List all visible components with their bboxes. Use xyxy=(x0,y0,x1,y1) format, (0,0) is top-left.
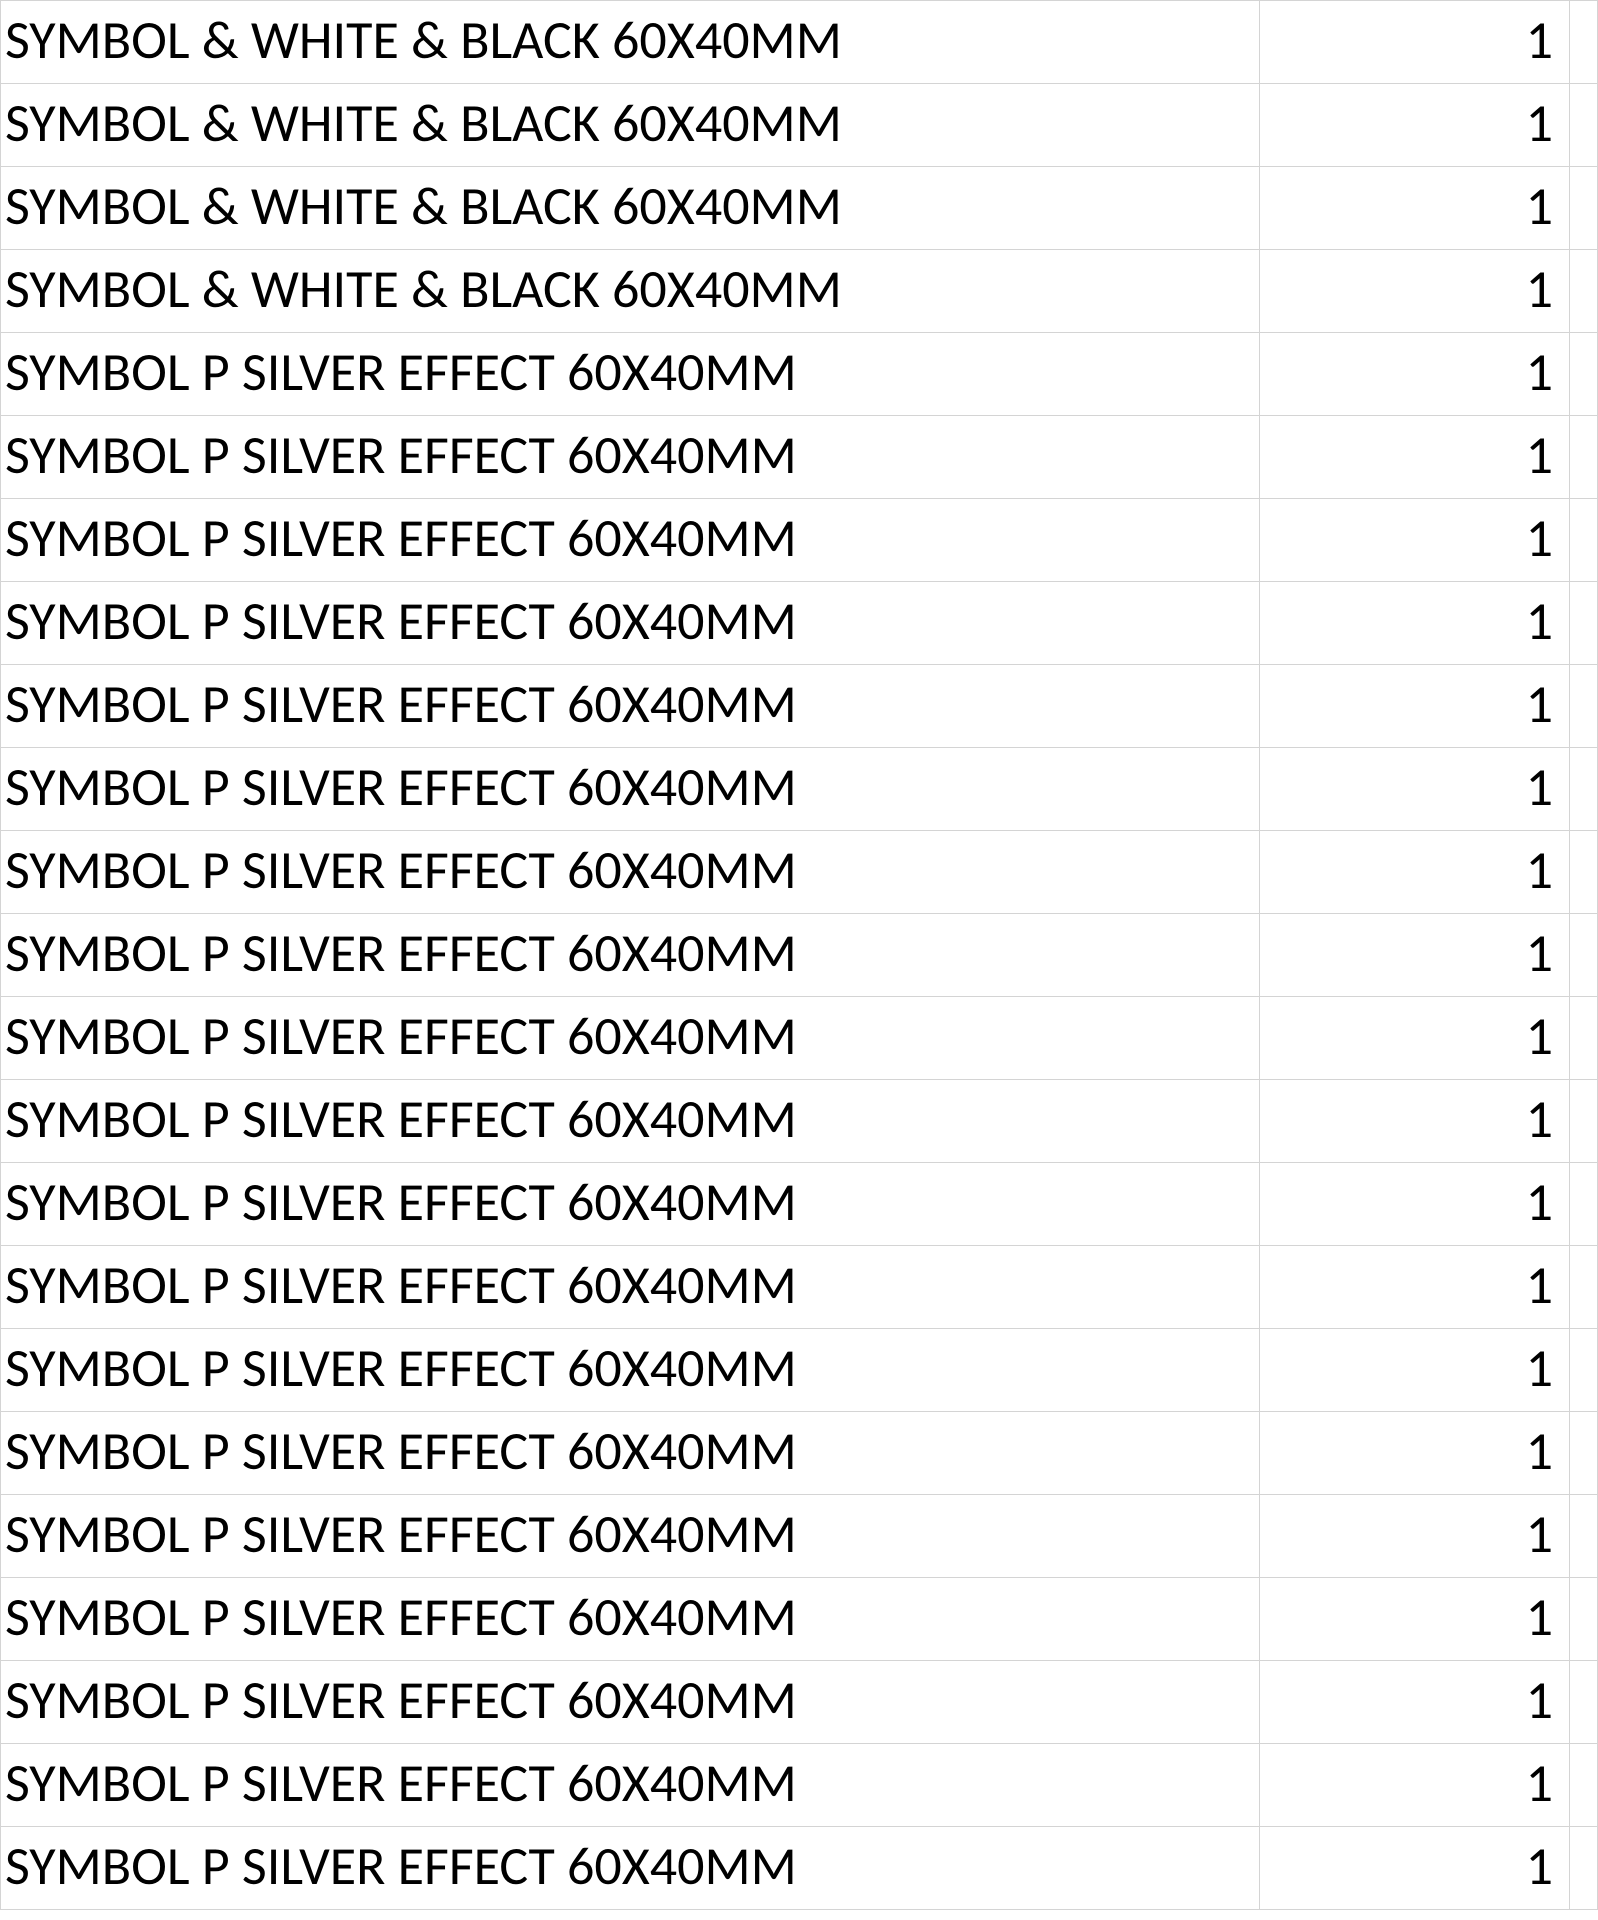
cell-quantity[interactable]: 1 xyxy=(1260,1744,1570,1827)
cell-empty[interactable] xyxy=(1570,1080,1598,1163)
cell-description[interactable]: SYMBOL P SILVER EFFECT 60X40MM xyxy=(1,1495,1260,1578)
cell-quantity[interactable]: 1 xyxy=(1260,1080,1570,1163)
cell-description[interactable]: SYMBOL & WHITE & BLACK 60X40MM xyxy=(1,84,1260,167)
cell-description[interactable]: SYMBOL P SILVER EFFECT 60X40MM xyxy=(1,1578,1260,1661)
table-row[interactable]: SYMBOL P SILVER EFFECT 60X40MM1 xyxy=(1,1246,1598,1329)
table-row[interactable]: SYMBOL P SILVER EFFECT 60X40MM1 xyxy=(1,1329,1598,1412)
cell-quantity[interactable]: 1 xyxy=(1260,250,1570,333)
cell-quantity[interactable]: 1 xyxy=(1260,499,1570,582)
table-row[interactable]: SYMBOL P SILVER EFFECT 60X40MM1 xyxy=(1,1163,1598,1246)
cell-quantity[interactable]: 1 xyxy=(1260,1578,1570,1661)
table-row[interactable]: SYMBOL P SILVER EFFECT 60X40MM1 xyxy=(1,416,1598,499)
cell-description[interactable]: SYMBOL P SILVER EFFECT 60X40MM xyxy=(1,1080,1260,1163)
table-row[interactable]: SYMBOL & WHITE & BLACK 60X40MM1 xyxy=(1,167,1598,250)
table-row[interactable]: SYMBOL P SILVER EFFECT 60X40MM1 xyxy=(1,1080,1598,1163)
table-row[interactable]: SYMBOL P SILVER EFFECT 60X40MM1 xyxy=(1,1578,1598,1661)
table-row[interactable]: SYMBOL P SILVER EFFECT 60X40MM1 xyxy=(1,831,1598,914)
cell-empty[interactable] xyxy=(1570,499,1598,582)
cell-quantity[interactable]: 1 xyxy=(1260,167,1570,250)
cell-quantity[interactable]: 1 xyxy=(1260,1163,1570,1246)
cell-quantity[interactable]: 1 xyxy=(1260,582,1570,665)
table-row[interactable]: SYMBOL P SILVER EFFECT 60X40MM1 xyxy=(1,1495,1598,1578)
cell-description[interactable]: SYMBOL & WHITE & BLACK 60X40MM xyxy=(1,1,1260,84)
cell-empty[interactable] xyxy=(1570,333,1598,416)
cell-description[interactable]: SYMBOL P SILVER EFFECT 60X40MM xyxy=(1,499,1260,582)
cell-quantity[interactable]: 1 xyxy=(1260,1495,1570,1578)
cell-empty[interactable] xyxy=(1570,250,1598,333)
table-row[interactable]: SYMBOL P SILVER EFFECT 60X40MM1 xyxy=(1,582,1598,665)
table-row[interactable]: SYMBOL P SILVER EFFECT 60X40MM1 xyxy=(1,665,1598,748)
cell-empty[interactable] xyxy=(1570,831,1598,914)
cell-description[interactable]: SYMBOL & WHITE & BLACK 60X40MM xyxy=(1,167,1260,250)
cell-empty[interactable] xyxy=(1570,1,1598,84)
table-row[interactable]: SYMBOL P SILVER EFFECT 60X40MM1 xyxy=(1,499,1598,582)
spreadsheet-grid[interactable]: SYMBOL & WHITE & BLACK 60X40MM1SYMBOL & … xyxy=(0,0,1598,1910)
cell-empty[interactable] xyxy=(1570,167,1598,250)
cell-quantity[interactable]: 1 xyxy=(1260,665,1570,748)
cell-description[interactable]: SYMBOL P SILVER EFFECT 60X40MM xyxy=(1,665,1260,748)
cell-description[interactable]: SYMBOL & WHITE & BLACK 60X40MM xyxy=(1,250,1260,333)
cell-empty[interactable] xyxy=(1570,1661,1598,1744)
cell-quantity[interactable]: 1 xyxy=(1260,1329,1570,1412)
cell-quantity[interactable]: 1 xyxy=(1260,1827,1570,1910)
table-row[interactable]: SYMBOL P SILVER EFFECT 60X40MM1 xyxy=(1,1827,1598,1910)
cell-empty[interactable] xyxy=(1570,416,1598,499)
cell-quantity[interactable]: 1 xyxy=(1260,914,1570,997)
cell-empty[interactable] xyxy=(1570,1495,1598,1578)
cell-quantity[interactable]: 1 xyxy=(1260,1412,1570,1495)
cell-description[interactable]: SYMBOL P SILVER EFFECT 60X40MM xyxy=(1,997,1260,1080)
table-row[interactable]: SYMBOL P SILVER EFFECT 60X40MM1 xyxy=(1,748,1598,831)
cell-quantity[interactable]: 1 xyxy=(1260,84,1570,167)
cell-description[interactable]: SYMBOL P SILVER EFFECT 60X40MM xyxy=(1,831,1260,914)
cell-description[interactable]: SYMBOL P SILVER EFFECT 60X40MM xyxy=(1,1827,1260,1910)
cell-quantity[interactable]: 1 xyxy=(1260,1246,1570,1329)
cell-empty[interactable] xyxy=(1570,1827,1598,1910)
cell-description[interactable]: SYMBOL P SILVER EFFECT 60X40MM xyxy=(1,748,1260,831)
cell-description[interactable]: SYMBOL P SILVER EFFECT 60X40MM xyxy=(1,582,1260,665)
cell-empty[interactable] xyxy=(1570,1329,1598,1412)
cell-empty[interactable] xyxy=(1570,1578,1598,1661)
table-row[interactable]: SYMBOL P SILVER EFFECT 60X40MM1 xyxy=(1,1661,1598,1744)
table-row[interactable]: SYMBOL & WHITE & BLACK 60X40MM1 xyxy=(1,250,1598,333)
cell-quantity[interactable]: 1 xyxy=(1260,831,1570,914)
cell-description[interactable]: SYMBOL P SILVER EFFECT 60X40MM xyxy=(1,1163,1260,1246)
table-row[interactable]: SYMBOL P SILVER EFFECT 60X40MM1 xyxy=(1,997,1598,1080)
cell-description[interactable]: SYMBOL P SILVER EFFECT 60X40MM xyxy=(1,1246,1260,1329)
table-row[interactable]: SYMBOL P SILVER EFFECT 60X40MM1 xyxy=(1,1744,1598,1827)
cell-quantity[interactable]: 1 xyxy=(1260,997,1570,1080)
cell-description[interactable]: SYMBOL P SILVER EFFECT 60X40MM xyxy=(1,1329,1260,1412)
cell-empty[interactable] xyxy=(1570,665,1598,748)
cell-empty[interactable] xyxy=(1570,582,1598,665)
table-row[interactable]: SYMBOL & WHITE & BLACK 60X40MM1 xyxy=(1,84,1598,167)
cell-description[interactable]: SYMBOL P SILVER EFFECT 60X40MM xyxy=(1,1744,1260,1827)
cell-empty[interactable] xyxy=(1570,1246,1598,1329)
table-row[interactable]: SYMBOL P SILVER EFFECT 60X40MM1 xyxy=(1,333,1598,416)
cell-description[interactable]: SYMBOL P SILVER EFFECT 60X40MM xyxy=(1,333,1260,416)
cell-quantity[interactable]: 1 xyxy=(1260,333,1570,416)
cell-quantity[interactable]: 1 xyxy=(1260,748,1570,831)
cell-empty[interactable] xyxy=(1570,914,1598,997)
cell-empty[interactable] xyxy=(1570,1412,1598,1495)
cell-empty[interactable] xyxy=(1570,84,1598,167)
cell-quantity[interactable]: 1 xyxy=(1260,1,1570,84)
cell-empty[interactable] xyxy=(1570,1163,1598,1246)
cell-description[interactable]: SYMBOL P SILVER EFFECT 60X40MM xyxy=(1,914,1260,997)
table-row[interactable]: SYMBOL P SILVER EFFECT 60X40MM1 xyxy=(1,1412,1598,1495)
table-row[interactable]: SYMBOL P SILVER EFFECT 60X40MM1 xyxy=(1,914,1598,997)
cell-empty[interactable] xyxy=(1570,1744,1598,1827)
cell-description[interactable]: SYMBOL P SILVER EFFECT 60X40MM xyxy=(1,416,1260,499)
cell-quantity[interactable]: 1 xyxy=(1260,1661,1570,1744)
cell-description[interactable]: SYMBOL P SILVER EFFECT 60X40MM xyxy=(1,1661,1260,1744)
cell-quantity[interactable]: 1 xyxy=(1260,416,1570,499)
table-row[interactable]: SYMBOL & WHITE & BLACK 60X40MM1 xyxy=(1,1,1598,84)
cell-empty[interactable] xyxy=(1570,997,1598,1080)
cell-empty[interactable] xyxy=(1570,748,1598,831)
cell-description[interactable]: SYMBOL P SILVER EFFECT 60X40MM xyxy=(1,1412,1260,1495)
